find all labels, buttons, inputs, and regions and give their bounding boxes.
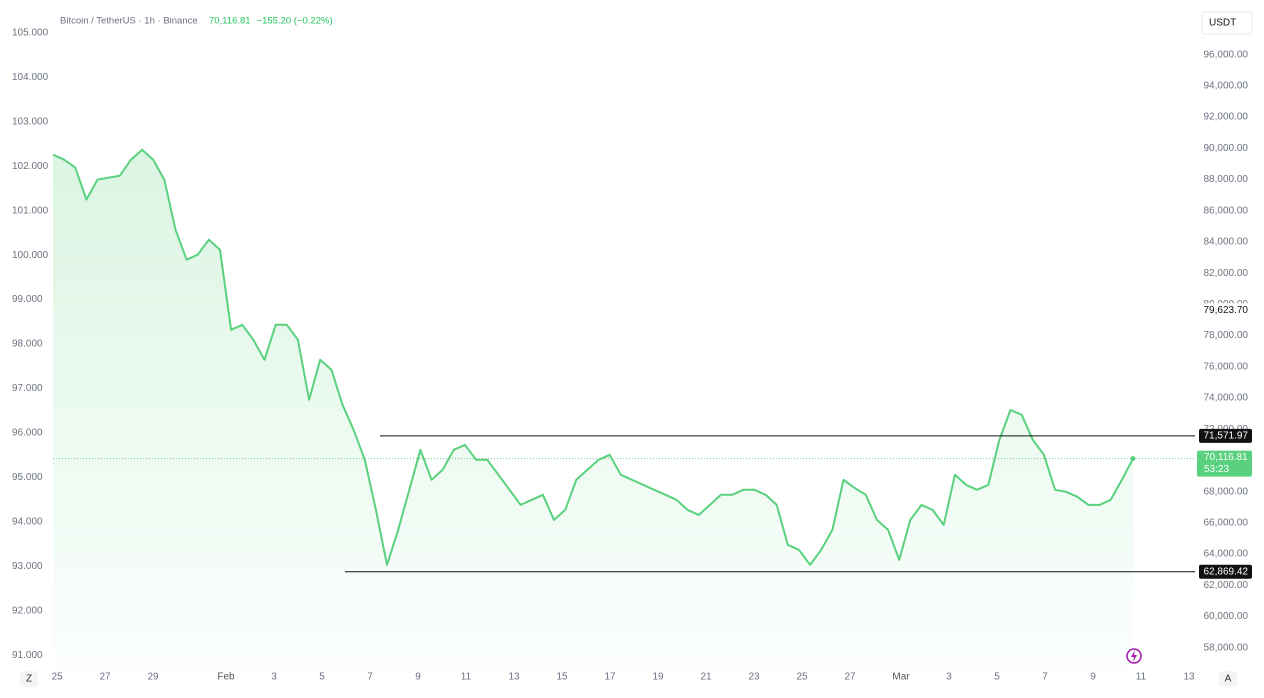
- x-tick-label: 19: [652, 672, 664, 683]
- x-tick-label: 23: [748, 672, 760, 683]
- left-tick-label: 99.000: [12, 294, 43, 305]
- x-tick-label: Feb: [217, 672, 235, 683]
- y-tick-label: 64,000.00: [1204, 549, 1249, 560]
- left-tick-label: 102.000: [12, 161, 49, 172]
- y-tick-label: 94,000.00: [1204, 80, 1249, 91]
- symbol: Bitcoin / TetherUS · 1h · Binance: [60, 16, 198, 27]
- header-price: 70,116.81: [209, 16, 251, 27]
- left-tick-label: 91.000: [12, 650, 43, 661]
- y-tick-label: 90,000.00: [1204, 143, 1249, 154]
- corner-left[interactable]: Z: [26, 674, 32, 685]
- y-tick-label: 62,000.00: [1204, 580, 1249, 591]
- y-tick-label: 96,000.00: [1204, 49, 1249, 60]
- level-label: 71,571.97: [1204, 431, 1249, 442]
- x-tick-label: 17: [604, 672, 616, 683]
- left-tick-label: 93.000: [12, 561, 43, 572]
- x-tick-label: 25: [51, 672, 63, 683]
- level-label: 62,869.42: [1204, 566, 1249, 577]
- y-tick-label: 68,000.00: [1204, 486, 1249, 497]
- y-tick-label: 78,000.00: [1204, 330, 1249, 341]
- y-tick-label: 88,000.00: [1204, 174, 1249, 185]
- left-tick-label: 103.000: [12, 116, 49, 127]
- left-tick-label: 98.000: [12, 339, 43, 350]
- corner-button[interactable]: [1219, 671, 1237, 687]
- left-tick-label: 92.000: [12, 605, 43, 616]
- crosshair-box: [1199, 303, 1252, 318]
- x-tick-label: 13: [1183, 672, 1195, 683]
- left-tick-label: 105.000: [12, 28, 49, 39]
- left-tick-label: 95.000: [12, 472, 43, 483]
- left-tick-label: 94.000: [12, 516, 43, 527]
- left-tick-label: 100.000: [12, 250, 49, 261]
- x-tick-label: 27: [99, 672, 111, 683]
- y-tick-label: 58,000.00: [1204, 642, 1249, 653]
- x-tick-label: 7: [367, 672, 373, 683]
- left-tick-label: 97.000: [12, 383, 43, 394]
- y-tick-label: 86,000.00: [1204, 205, 1249, 216]
- level-label-box: [1199, 428, 1252, 443]
- last-price-label: 70,116.81: [1204, 452, 1248, 463]
- x-tick-label: 5: [994, 672, 1000, 683]
- x-tick-label: 13: [508, 672, 520, 683]
- y-tick-label: 92,000.00: [1204, 112, 1249, 123]
- countdown: 53:23: [1204, 464, 1229, 475]
- y-tick-label: 74,000.00: [1204, 393, 1249, 404]
- y-tick-label: 60,000.00: [1204, 611, 1249, 622]
- area-fill: [53, 149, 1133, 668]
- x-tick-label: 27: [844, 672, 856, 683]
- x-tick-label: 5: [319, 672, 325, 683]
- left-tick-label: 104.000: [12, 72, 49, 83]
- x-tick-label: 3: [946, 672, 952, 683]
- x-tick-label: Mar: [892, 672, 910, 683]
- x-tick-label: 9: [1090, 672, 1096, 683]
- currency[interactable]: USDT: [1209, 18, 1236, 29]
- header-change: −155.20 (−0.22%): [257, 16, 333, 27]
- x-tick-label: 15: [556, 672, 568, 683]
- corner-right[interactable]: A: [1225, 674, 1232, 685]
- y-tick-label: 84,000.00: [1204, 237, 1249, 248]
- y-tick-label: 76,000.00: [1204, 361, 1249, 372]
- left-tick-label: 96.000: [12, 428, 43, 439]
- x-tick-label: 7: [1042, 672, 1048, 683]
- x-tick-label: 11: [461, 672, 472, 683]
- x-tick-label: 3: [271, 672, 277, 683]
- x-tick-label: 29: [147, 672, 159, 683]
- crosshair-label: 79,623.70: [1204, 305, 1249, 316]
- level-label-box: [1199, 564, 1252, 579]
- price-line: [52, 148, 1134, 566]
- last-price-box: [1197, 450, 1252, 477]
- x-tick-label: 21: [700, 672, 712, 683]
- left-tick-label: 101.000: [12, 205, 49, 216]
- currency-box[interactable]: [1201, 11, 1253, 35]
- corner-button[interactable]: [20, 671, 38, 687]
- x-tick-label: 11: [1136, 672, 1147, 683]
- y-tick-label: 82,000.00: [1204, 268, 1249, 279]
- x-tick-label: 25: [796, 672, 808, 683]
- x-tick-label: 9: [415, 672, 421, 683]
- y-tick-label: 66,000.00: [1204, 517, 1249, 528]
